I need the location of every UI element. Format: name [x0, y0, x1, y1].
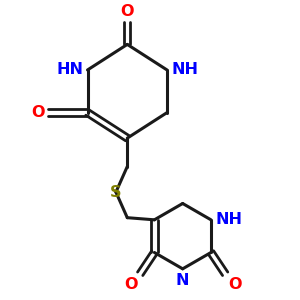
Text: HN: HN [56, 62, 83, 77]
Text: NH: NH [171, 62, 198, 77]
Text: O: O [32, 105, 45, 120]
Text: O: O [228, 277, 242, 292]
Text: O: O [121, 4, 134, 19]
Text: NH: NH [215, 212, 242, 227]
Text: S: S [110, 184, 122, 200]
Text: N: N [176, 273, 189, 288]
Text: O: O [124, 277, 137, 292]
